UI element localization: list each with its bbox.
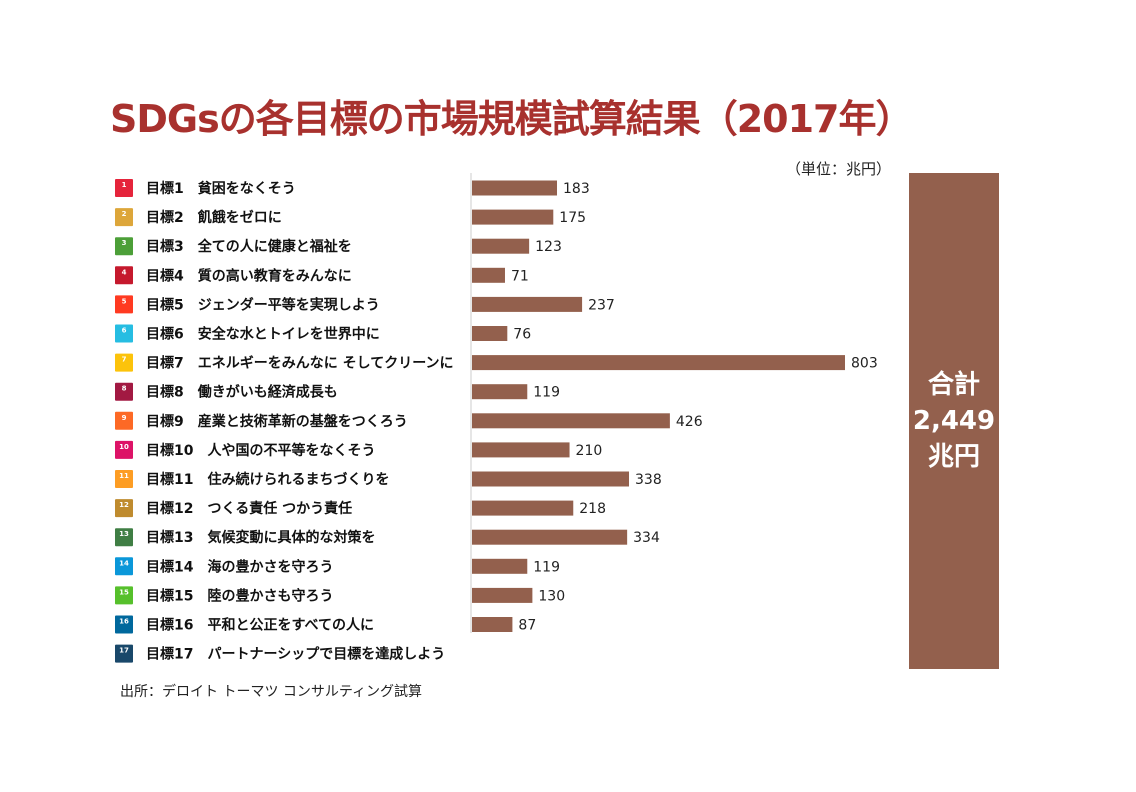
sdg-goal-3-icon (115, 237, 133, 256)
sdg-goal-14-icon (115, 557, 133, 576)
data-label: 76 (513, 327, 531, 343)
sdg-goal-12-icon-number: 12 (119, 501, 129, 509)
sdg-goal-5-icon-number: 5 (122, 297, 127, 305)
sdg-goal-3-icon-number: 3 (122, 239, 127, 247)
sdg-goal-1-icon-number: 1 (122, 181, 127, 189)
data-label: 130 (538, 588, 565, 604)
data-label: 123 (535, 239, 562, 255)
bar (472, 617, 513, 632)
total-unit: 兆円 (927, 442, 980, 472)
sdg-goal-10-icon-number: 10 (119, 443, 129, 451)
sdg-goal-8-icon-number: 8 (122, 385, 127, 393)
bar (472, 384, 528, 400)
bar (472, 500, 574, 516)
category-label: 目標6 安全な水とトイレを世界中に (146, 326, 380, 343)
bar (472, 413, 670, 429)
category-label: 目標17 パートナーシップで目標を達成しよう (146, 646, 445, 663)
category-label: 目標7 エネルギーをみんなに そしてクリーンに (146, 355, 454, 372)
bar (472, 355, 845, 371)
bar (472, 442, 570, 458)
data-label: 334 (633, 530, 660, 546)
bar (472, 296, 583, 312)
bar (472, 558, 528, 574)
sdg-goal-17-icon-number: 17 (119, 647, 129, 655)
total-label: 合計 (927, 370, 980, 400)
data-label: 803 (851, 356, 878, 372)
data-label: 210 (576, 443, 603, 459)
sdg-goal-11-icon-number: 11 (119, 472, 129, 480)
sdg-goal-2-icon (115, 208, 133, 227)
total-box: 合計 2,449 兆円 (909, 173, 999, 669)
data-label: 175 (559, 210, 586, 226)
sdg-goal-4-icon (115, 266, 133, 285)
chart-title: SDGsの各目標の市場規模試算結果（2017年） (110, 97, 913, 141)
sdg-goal-15-icon (115, 586, 133, 605)
sdg-goal-4-icon-number: 4 (122, 268, 127, 276)
data-label: 119 (533, 559, 560, 575)
sdg-goal-5-icon (115, 295, 133, 314)
sdg-goal-6-icon-number: 6 (122, 327, 127, 335)
sdg-goal-9-icon (115, 411, 133, 430)
source-note: 出所：デロイト トーマツ コンサルティング試算 (120, 684, 423, 700)
category-label: 目標5 ジェンダー平等を実現しよう (146, 296, 380, 313)
sdg-goal-7-icon (115, 353, 133, 372)
sdg-goal-16-icon (115, 615, 133, 634)
category-label: 目標4 質の高い教育をみんなに (146, 267, 352, 284)
category-label: 目標8 働きがいも経済成長も (146, 384, 338, 401)
category-label: 目標3 全ての人に健康と福祉を (146, 238, 352, 255)
bar (472, 587, 533, 603)
sdg-goal-7-icon-number: 7 (122, 356, 127, 364)
sdg-goal-6-icon (115, 324, 133, 343)
total-value: 2,449 (912, 406, 996, 436)
bar (472, 209, 554, 225)
data-label: 119 (533, 385, 560, 401)
data-label: 237 (588, 297, 615, 313)
category-label: 目標12 つくる責任 つかう責任 (146, 500, 352, 517)
sdg-goal-12-icon (115, 499, 133, 518)
category-label: 目標16 平和と公正をすべての人に (146, 617, 374, 634)
sdg-goal-13-icon-number: 13 (119, 530, 129, 538)
bar (472, 267, 505, 283)
data-label: 426 (676, 414, 703, 430)
category-label: 目標1 貧困をなくそう (146, 180, 296, 197)
unit-note: （単位：兆円） (786, 160, 892, 178)
data-label: 87 (518, 618, 536, 634)
sdg-goal-10-icon (115, 440, 133, 459)
sdg-goal-9-icon-number: 9 (122, 414, 127, 422)
data-label: 338 (635, 472, 662, 488)
category-label: 目標2 飢餓をゼロに (146, 209, 282, 226)
sdg-goal-14-icon-number: 14 (119, 559, 129, 567)
data-label: 183 (563, 181, 590, 197)
sdg-goal-11-icon (115, 470, 133, 488)
sdg-goal-16-icon-number: 16 (119, 618, 129, 626)
sdg-goal-13-icon (115, 528, 133, 547)
sdg-goal-15-icon-number: 15 (119, 588, 129, 596)
data-label: 218 (579, 501, 606, 517)
sdg-goal-2-icon-number: 2 (122, 210, 127, 218)
category-label: 目標11 住み続けられるまちづくりを (146, 471, 389, 488)
category-label: 目標9 産業と技術革新の基盤をつくろう (146, 413, 408, 430)
bar (472, 238, 530, 254)
category-label: 目標15 陸の豊かさも守ろう (146, 587, 333, 604)
sdg-goal-1-icon (115, 179, 133, 197)
bar (472, 180, 558, 196)
category-label: 目標13 気候変動に具体的な対策を (146, 529, 375, 546)
category-label: 目標10 人や国の不平等をなくそう (146, 442, 375, 459)
bar (472, 471, 630, 487)
bar (472, 326, 508, 341)
data-label: 71 (511, 268, 529, 284)
bar (472, 529, 628, 545)
sdg-goal-17-icon (115, 644, 133, 663)
category-label: 目標14 海の豊かさを守ろう (146, 558, 333, 575)
sdg-goal-8-icon (115, 382, 133, 401)
